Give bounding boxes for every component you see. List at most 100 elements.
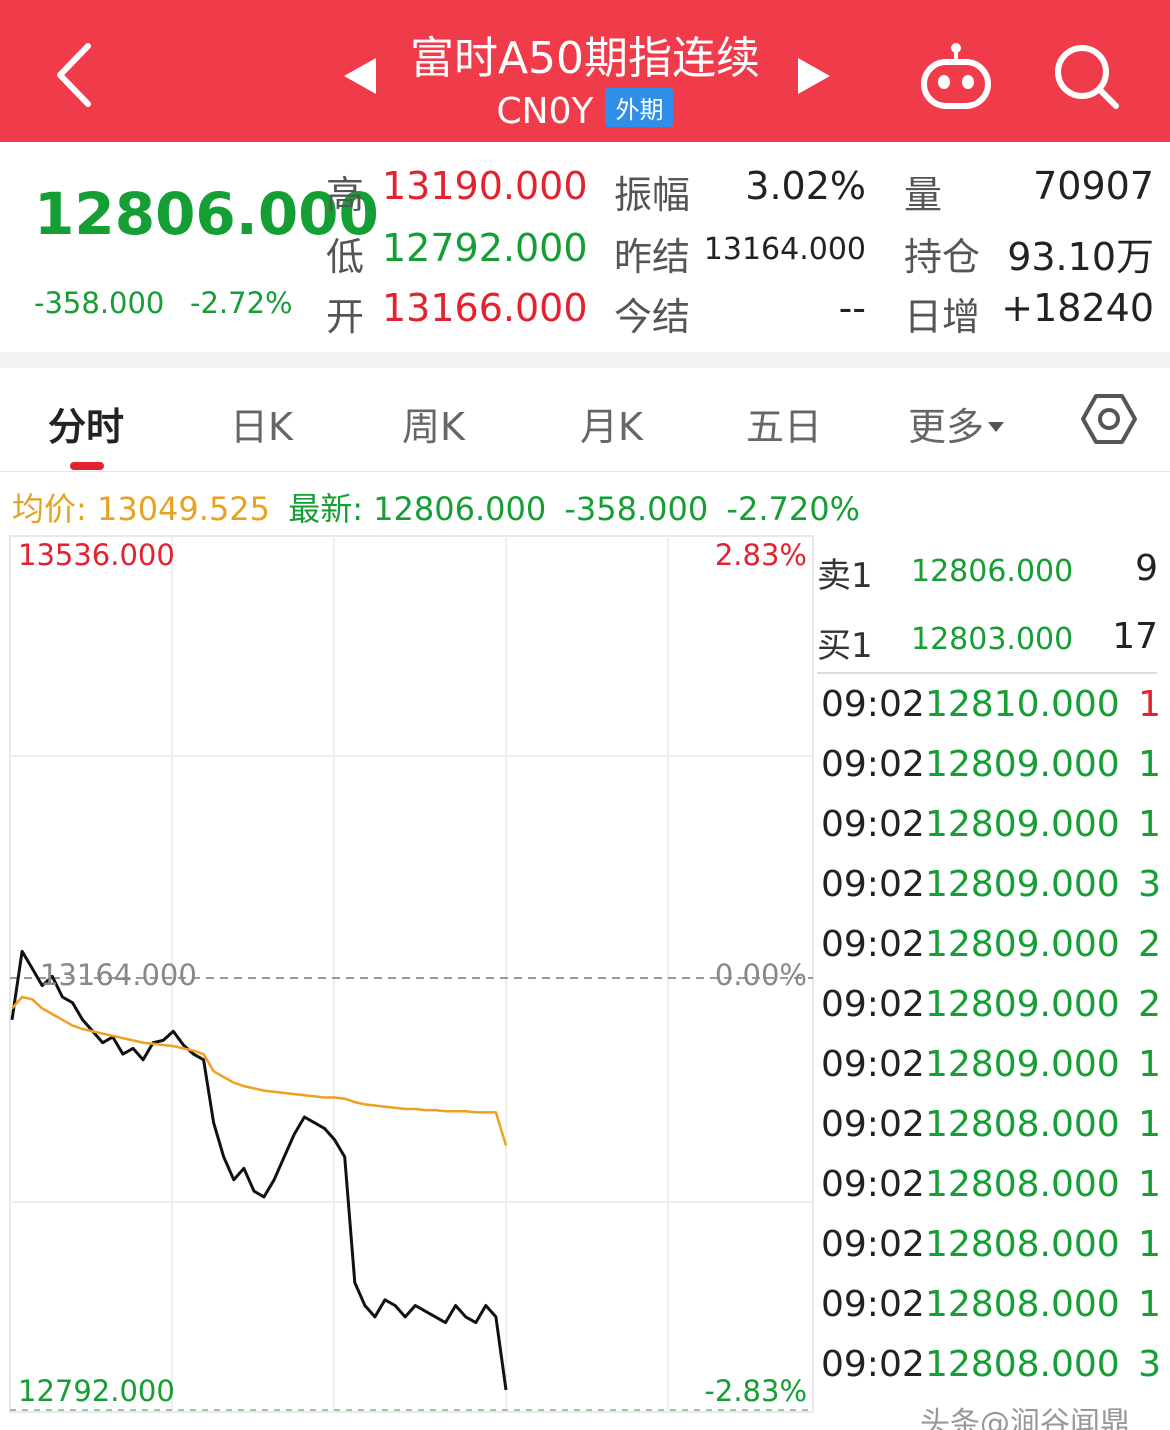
trade-row: 09:02 12809.000 2 xyxy=(821,924,1161,984)
tab-weekly-k[interactable]: 周K xyxy=(402,405,465,449)
trade-price: 12808.000 xyxy=(925,1104,1120,1145)
last-price: 12806.000 xyxy=(34,180,379,248)
open-label: 开 xyxy=(326,295,365,339)
average-price-series-line xyxy=(11,995,508,1146)
chart-bottom-price: 12792.000 xyxy=(18,1374,175,1408)
prev-settle-label: 昨结 xyxy=(614,235,691,279)
volume-value: 70907 xyxy=(1033,164,1154,208)
trade-volume: 1 xyxy=(1138,684,1161,725)
avg-price-label: 均价: xyxy=(12,490,87,528)
period-tabs: 分时 日K 周K 月K 五日 更多 xyxy=(0,368,1170,472)
trade-price: 12808.000 xyxy=(925,1224,1120,1265)
active-tab-indicator xyxy=(70,462,104,470)
trade-time: 09:02 xyxy=(821,744,925,785)
sell1-label: 卖1 xyxy=(817,556,873,596)
trade-time: 09:02 xyxy=(821,984,925,1025)
chart-series-layer xyxy=(10,949,508,1391)
instrument-title: 富时A50期指连续 xyxy=(409,33,761,84)
trade-row: 09:02 12809.000 2 xyxy=(821,984,1161,1044)
caret-down-icon xyxy=(988,422,1005,432)
trade-price: 12809.000 xyxy=(925,864,1120,905)
price-series-line xyxy=(10,949,508,1391)
tab-more-label: 更多 xyxy=(908,405,985,449)
latest-change-value: -358.000 xyxy=(564,490,709,528)
price-change-pct: -2.72% xyxy=(190,286,293,320)
trade-row: 09:02 12809.000 1 xyxy=(821,744,1161,804)
header-bar: 富时A50期指连续 CN0Y 外期 xyxy=(0,0,1170,142)
trade-price: 12809.000 xyxy=(925,924,1120,965)
prev-settle-value: 13164.000 xyxy=(703,232,866,267)
trade-volume: 1 xyxy=(1138,1104,1161,1145)
chart-settings-button[interactable] xyxy=(1080,390,1138,448)
trade-time: 09:02 xyxy=(821,924,925,965)
trade-volume: 2 xyxy=(1138,924,1161,965)
trade-volume: 1 xyxy=(1138,1044,1161,1085)
today-settle-value: -- xyxy=(838,286,866,330)
daily-increase-label: 日增 xyxy=(904,295,981,339)
trade-volume: 1 xyxy=(1138,1284,1161,1325)
volume-label: 量 xyxy=(904,173,943,217)
title-switcher: 富时A50期指连续 CN0Y 外期 xyxy=(330,10,840,140)
tab-more[interactable]: 更多 xyxy=(908,396,1005,451)
watermark: 头条@涧谷闻鼎 xyxy=(920,1406,1130,1430)
trade-volume: 1 xyxy=(1138,1224,1161,1265)
trade-row: 09:02 12809.000 1 xyxy=(821,1044,1161,1104)
high-label: 高 xyxy=(326,173,365,217)
chart-bottom-pct: -2.83% xyxy=(704,1374,807,1408)
trade-price: 12809.000 xyxy=(925,804,1120,845)
trade-price: 12808.000 xyxy=(925,1344,1120,1385)
trade-time: 09:02 xyxy=(821,1344,925,1385)
trade-time: 09:02 xyxy=(821,1044,925,1085)
chart-mid-price: 13164.000 xyxy=(40,958,197,992)
trade-volume: 3 xyxy=(1138,864,1161,905)
tab-monthly-k[interactable]: 月K xyxy=(580,405,643,449)
settings-hexagon-icon xyxy=(1081,394,1137,444)
robot-assistant-button[interactable] xyxy=(918,40,994,110)
chart-top-price: 13536.000 xyxy=(18,538,175,572)
trade-time: 09:02 xyxy=(821,684,925,725)
next-instrument-button[interactable] xyxy=(798,58,830,94)
trade-row: 09:02 12809.000 1 xyxy=(821,804,1161,864)
trade-time: 09:02 xyxy=(821,1224,925,1265)
chart-frame xyxy=(9,535,814,1413)
low-label: 低 xyxy=(326,235,365,279)
tab-five-day[interactable]: 五日 xyxy=(746,405,823,449)
trade-volume: 1 xyxy=(1138,804,1161,845)
orderbook-panel: 卖1 12806.000 9 买1 12803.000 17 09:02 1281… xyxy=(815,534,1170,1430)
robot-icon xyxy=(921,43,991,109)
amplitude-label: 振幅 xyxy=(614,173,691,217)
trade-volume: 1 xyxy=(1138,1164,1161,1205)
trade-row: 09:02 12809.000 3 xyxy=(821,864,1161,924)
search-button[interactable] xyxy=(1050,40,1122,112)
tab-intraday[interactable]: 分时 xyxy=(48,405,125,449)
market-badge: 外期 xyxy=(605,88,674,127)
chart-info-line: 均价: 13049.525 最新: 12806.000 -358.000 -2.… xyxy=(12,484,860,530)
intraday-chart[interactable]: 13536.000 2.83% 13164.000 0.00% 12792.00… xyxy=(0,534,815,1430)
trade-row: 09:02 12810.000 1 xyxy=(821,684,1161,744)
orderbook-divider xyxy=(817,672,1157,674)
amplitude-value: 3.02% xyxy=(745,164,866,208)
open-interest-label: 持仓 xyxy=(904,235,981,279)
chevron-left-icon xyxy=(57,43,91,107)
buy1-volume: 17 xyxy=(1112,616,1158,657)
trade-row: 09:02 12808.000 1 xyxy=(821,1284,1161,1344)
trade-price: 12809.000 xyxy=(925,984,1120,1025)
buy1-price: 12803.000 xyxy=(911,622,1074,657)
search-icon xyxy=(1055,45,1119,109)
latest-change-pct: -2.720% xyxy=(726,490,860,528)
sell1-price: 12806.000 xyxy=(911,554,1074,589)
quote-panel: 12806.000 -358.000 -2.72% 高 13190.000 低 … xyxy=(0,142,1170,352)
open-value: 13166.000 xyxy=(382,286,588,330)
trade-time: 09:02 xyxy=(821,1104,925,1145)
chart-top-pct: 2.83% xyxy=(714,538,807,572)
tab-daily-k[interactable]: 日K xyxy=(230,405,293,449)
back-button[interactable] xyxy=(40,30,110,120)
latest-price-label: 最新: xyxy=(288,490,363,528)
trade-time: 09:02 xyxy=(821,804,925,845)
avg-price-value: 13049.525 xyxy=(96,490,271,528)
low-value: 12792.000 xyxy=(382,226,588,270)
instrument-symbol: CN0Y xyxy=(496,91,594,132)
buy1-label: 买1 xyxy=(817,626,873,666)
prev-instrument-button[interactable] xyxy=(344,58,376,94)
trade-price: 12808.000 xyxy=(925,1284,1120,1325)
